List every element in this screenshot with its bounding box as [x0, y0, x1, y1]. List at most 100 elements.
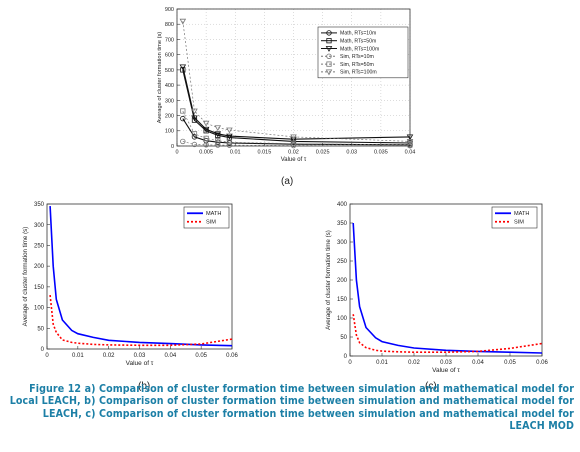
y-tick-label: 100: [34, 306, 45, 312]
y-axis-label: Average of cluster formation time (s): [22, 227, 29, 327]
legend-label: SIM: [514, 220, 524, 226]
legend-label: Sim, RTs=100m: [340, 70, 377, 76]
legend-label: SIM: [206, 220, 216, 226]
x-tick-label: 0.01: [72, 353, 84, 359]
x-tick-label: 0.04: [164, 353, 176, 359]
y-tick-label: 900: [165, 7, 174, 13]
y-tick-label: 350: [337, 221, 348, 227]
series-line-5: [182, 110, 411, 146]
x-tick-label: 0.02: [408, 360, 420, 366]
y-tick-label: 200: [34, 264, 45, 270]
x-tick-label: 0: [45, 353, 49, 359]
y-tick-label: 50: [37, 326, 44, 332]
series-line-4: [182, 141, 411, 147]
panel-label-b: (b): [138, 381, 151, 392]
y-tick-label: 0: [41, 347, 45, 353]
x-tick-label: 0.03: [134, 353, 146, 359]
series-line-6: [182, 21, 411, 142]
data-point: [214, 131, 222, 138]
y-axis-label: Average of cluster formation time (s): [157, 32, 163, 124]
legend-label: Math, RTs=10m: [340, 31, 376, 37]
x-tick-label: 0.03: [346, 150, 357, 156]
legend-box: [317, 26, 409, 79]
y-axis-label: Average of cluster formation time (s): [325, 230, 332, 330]
x-tick-label: 0.04: [472, 360, 484, 366]
legend-marker: [326, 61, 332, 67]
y-tick-label: 100: [337, 316, 348, 322]
data-point: [290, 134, 297, 141]
series-line-2: [49, 295, 233, 347]
legend-label: Math, RTs=50m: [340, 39, 376, 45]
y-tick-label: 350: [34, 202, 45, 208]
data-point: [226, 127, 233, 134]
data-point: [407, 142, 413, 148]
data-point: [191, 134, 198, 140]
y-tick-label: 250: [34, 244, 45, 250]
x-tick-label: 0.01: [230, 150, 241, 156]
data-point: [406, 139, 414, 145]
y-tick-label: 100: [165, 129, 174, 135]
y-tick-label: 0: [344, 354, 348, 360]
data-point: [180, 138, 186, 145]
legend-marker: [326, 38, 332, 44]
legend-marker: [326, 30, 332, 36]
y-tick-label: 300: [337, 240, 348, 246]
x-tick-label: 0.005: [199, 150, 213, 156]
y-tick-label: 300: [34, 223, 45, 229]
x-tick-label: 0.06: [536, 360, 548, 366]
data-point: [191, 141, 198, 148]
series-line-1: [49, 206, 233, 347]
data-point: [215, 138, 221, 144]
x-tick-label: 0.01: [376, 360, 388, 366]
series-line-2: [352, 314, 543, 353]
data-point: [215, 132, 221, 138]
data-point: [214, 125, 222, 132]
legend-box: [491, 206, 538, 229]
x-tick-label: 0.03: [440, 360, 452, 366]
chart-local-leach: 0 0.005 0.01 0.015 0.02 0.025 0.03 0.035 0.04 0 10…: [157, 7, 415, 163]
x-axis-label: Value of τ: [126, 360, 154, 367]
x-axis-label: Value of τ: [432, 367, 460, 374]
y-tick-label: 250: [337, 259, 348, 265]
y-tick-label: 700: [165, 37, 174, 43]
y-tick-label: 50: [340, 335, 347, 341]
x-tick-label: 0.015: [257, 150, 271, 156]
x-tick-label: 0.05: [195, 353, 207, 359]
x-tick-label: 0.05: [504, 360, 516, 366]
legend-label: Sim, RTs=50m: [340, 62, 374, 68]
y-tick-label: 150: [337, 297, 348, 303]
y-tick-label: 150: [34, 285, 45, 291]
chart-leach: 0 0.01 0.02 0.03 0.04 0.05 0.06 0 50 100 150 200 250…: [22, 202, 238, 367]
y-tick-label: 400: [337, 202, 348, 208]
data-point: [290, 141, 297, 147]
legend-marker: [325, 46, 333, 52]
x-tick-label: 0.02: [103, 353, 115, 359]
x-axis-label: Value of τ: [281, 157, 307, 163]
legend-label: Sim, RTs=10m: [340, 54, 374, 60]
x-tick-label: 0.02: [288, 150, 299, 156]
data-point: [179, 18, 187, 25]
legend-box: [183, 206, 230, 229]
x-tick-label: 0.06: [226, 353, 238, 359]
x-tick-label: 0.035: [374, 150, 388, 156]
data-point: [191, 108, 198, 115]
legend-label: MATH: [206, 211, 221, 217]
y-tick-label: 0: [171, 144, 174, 150]
series-line-1: [182, 118, 411, 146]
legend-marker: [326, 53, 332, 59]
data-point: [191, 115, 198, 122]
data-point: [226, 133, 233, 140]
y-tick-label: 600: [165, 53, 174, 59]
y-tick-label: 800: [165, 22, 174, 28]
x-tick-label: 0.025: [316, 150, 330, 156]
data-point: [180, 108, 186, 114]
series-line-1: [352, 222, 543, 354]
y-tick-label: 400: [165, 83, 174, 89]
legend-label: Math, RTs=100m: [340, 46, 379, 52]
legend-marker: [325, 69, 333, 76]
x-tick-label: 0: [175, 150, 178, 156]
data-point: [203, 142, 209, 148]
data-point: [226, 139, 233, 145]
data-point: [191, 131, 198, 137]
